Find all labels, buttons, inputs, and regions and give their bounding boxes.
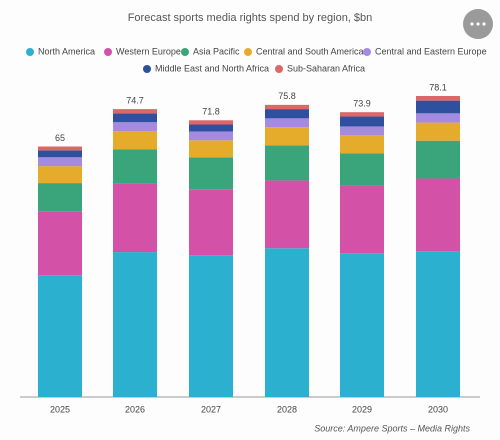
- bar-segment: [189, 124, 233, 132]
- x-tick-label: 2029: [352, 404, 372, 414]
- legend-label: Western Europe: [116, 46, 181, 56]
- total-label: 74.7: [126, 95, 144, 105]
- legend-label: Central and South America: [256, 46, 364, 56]
- bar-segment: [38, 183, 82, 212]
- bar-segment: [265, 180, 309, 249]
- bar-segment: [113, 149, 157, 184]
- bar-segment: [38, 150, 82, 158]
- bar-segment: [113, 109, 157, 114]
- bar-segment: [265, 118, 309, 128]
- bar-segment: [189, 140, 233, 158]
- bar-segment: [113, 122, 157, 132]
- x-tick-label: 2026: [125, 404, 145, 414]
- x-tick-label: 2030: [428, 404, 448, 414]
- bar-segment: [38, 157, 82, 167]
- bar-segment: [265, 104, 309, 110]
- legend-label: Central and Eastern Europe: [375, 46, 487, 56]
- bar-segment: [113, 131, 157, 150]
- legend-label: Sub-Saharan Africa: [287, 63, 365, 73]
- bar-segment: [340, 135, 384, 154]
- bar-segment: [340, 126, 384, 136]
- bar-segment: [265, 109, 309, 119]
- bar-segment: [189, 157, 233, 190]
- bar-segment: [416, 251, 460, 397]
- legend-label: Asia Pacific: [193, 46, 240, 56]
- total-label: 71.8: [202, 107, 220, 117]
- legend-swatch: [143, 65, 151, 73]
- bar-segment: [416, 100, 460, 114]
- bar-segment: [340, 112, 384, 117]
- bar-segment: [265, 145, 309, 181]
- legend-label: Middle East and North Africa: [155, 63, 269, 73]
- bar-segment: [340, 116, 384, 127]
- total-label: 75.8: [278, 91, 296, 101]
- bar-segment: [416, 140, 460, 179]
- x-tick-label: 2027: [201, 404, 221, 414]
- legend-swatch: [26, 48, 34, 56]
- x-tick-label: 2028: [277, 404, 297, 414]
- total-label: 78.1: [429, 82, 447, 92]
- legend-swatch: [104, 48, 112, 56]
- bar-segment: [113, 113, 157, 123]
- bar-segment: [265, 127, 309, 146]
- bar-segment: [189, 120, 233, 125]
- bar-segment: [416, 178, 460, 252]
- source: Source: Ampere Sports – Media Rights: [314, 423, 470, 433]
- x-tick-label: 2025: [50, 404, 70, 414]
- legend-swatch: [363, 48, 371, 56]
- bar-segment: [113, 183, 157, 253]
- bar-segment: [38, 211, 82, 276]
- legend-swatch: [181, 48, 189, 56]
- total-label: 65: [55, 133, 65, 143]
- total-label: 73.9: [353, 99, 371, 109]
- bar-segment: [38, 146, 82, 151]
- bar-segment: [38, 166, 82, 184]
- legend-swatch: [244, 48, 252, 56]
- bar-segment: [416, 96, 460, 101]
- bar-segment: [38, 275, 82, 397]
- menu-button[interactable]: [463, 9, 493, 39]
- bar-segment: [189, 189, 233, 256]
- bar-segment: [416, 113, 460, 123]
- bar-segment: [340, 185, 384, 254]
- bar-segment: [340, 253, 384, 397]
- chart-title: Forecast sports media rights spend by re…: [128, 12, 373, 24]
- bar-segment: [416, 122, 460, 141]
- bar-segment: [189, 255, 233, 397]
- bar-segment: [113, 252, 157, 397]
- legend-label: North America: [38, 46, 95, 56]
- legend-swatch: [275, 65, 283, 73]
- bar-segment: [340, 153, 384, 186]
- bar-segment: [265, 248, 309, 397]
- bar-segment: [189, 131, 233, 141]
